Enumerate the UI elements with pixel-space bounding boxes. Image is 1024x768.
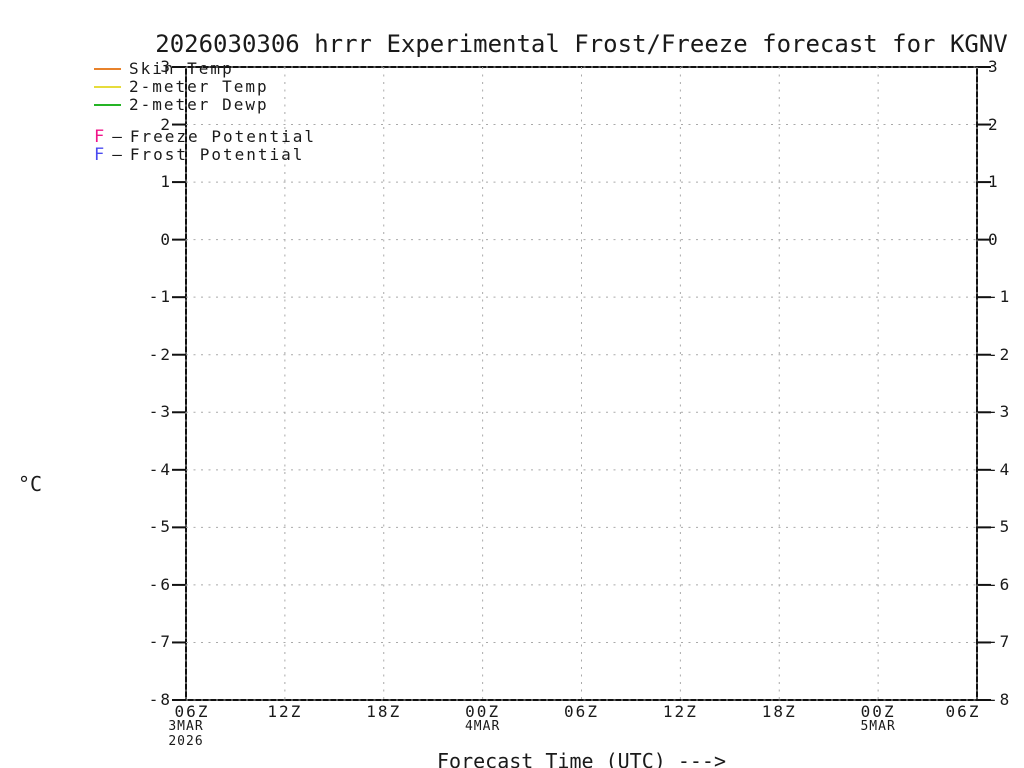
- y-axis-label-right: -3: [988, 402, 1012, 422]
- y-axis-unit-label: °C: [18, 472, 43, 496]
- x-axis-title-wrap: Forecast Time (UTC) --->: [186, 749, 977, 768]
- legend-label: Freeze Potential: [129, 127, 317, 146]
- y-axis-label-left: -4: [148, 459, 172, 479]
- x-axis-date-label: 4MAR: [464, 719, 501, 734]
- y-axis-label-left: -5: [148, 517, 172, 537]
- legend-item-skin-temp: Skin Temp: [94, 59, 234, 79]
- y-axis-label-right: -6: [988, 574, 1012, 594]
- y-axis-label-right: 0: [988, 229, 1000, 249]
- chart-title-wrap: 2026030306 hrrr Experimental Frost/Freez…: [155, 30, 1008, 58]
- y-axis-label-right: -4: [988, 459, 1012, 479]
- legend-marker-f: F: [94, 127, 105, 147]
- legend-line-swatch: [94, 86, 121, 88]
- legend-label: 2-meter Temp: [129, 77, 269, 96]
- y-axis-label-right: -1: [988, 287, 1012, 307]
- x-axis-tick-label: 06Z: [945, 702, 981, 721]
- legend-label: Skin Temp: [129, 59, 234, 78]
- y-axis-label-right: -7: [988, 632, 1012, 652]
- legend-item-2-meter-dewp: 2-meter Dewp: [94, 95, 269, 115]
- y-axis-label-left: -6: [148, 574, 172, 594]
- x-axis-tick-label: 18Z: [366, 702, 402, 721]
- y-axis-label-left: -1: [148, 287, 172, 307]
- legend-label: 2-meter Dewp: [129, 95, 269, 114]
- y-axis-label-right: -8: [988, 690, 1012, 709]
- y-axis-label-right: -5: [988, 517, 1012, 537]
- y-axis-label-left: -8: [148, 690, 172, 709]
- x-axis-tick-label: 06Z: [564, 702, 599, 721]
- x-axis-tick-label: 12Z: [662, 702, 698, 721]
- x-axis-tick-label: 06Z: [174, 702, 210, 721]
- y-axis-label-left: -7: [148, 632, 172, 652]
- x-axis-title: Forecast Time (UTC) --->: [437, 749, 726, 768]
- chart-title: 2026030306 hrrr Experimental Frost/Freez…: [155, 30, 1008, 58]
- x-axis-tick-label: 12Z: [267, 702, 303, 721]
- y-axis-label-right: 3: [988, 57, 1000, 76]
- legend-line-swatch: [94, 104, 121, 106]
- x-axis-date-label: 3MAR: [168, 719, 204, 734]
- y-axis-label-right: -2: [988, 344, 1012, 364]
- legend-item-2-meter-temp: 2-meter Temp: [94, 77, 269, 97]
- legend-line-swatch: [94, 68, 121, 70]
- legend-label: Frost Potential: [129, 145, 305, 164]
- legend-item-frost-potential: F — Frost Potential: [94, 145, 304, 165]
- y-axis-label-right: 1: [988, 172, 1000, 192]
- y-axis-label-left: 1: [160, 172, 172, 192]
- legend-dash: —: [112, 145, 122, 164]
- y-axis-label-left: 0: [160, 229, 172, 249]
- x-axis-tick-label: 00Z: [465, 702, 501, 721]
- x-axis-date-label: 5MAR: [860, 719, 896, 734]
- legend-item-freeze-potential: F — Freeze Potential: [94, 127, 316, 147]
- x-axis-tick-label: 18Z: [761, 702, 797, 721]
- y-axis-label-left: -2: [148, 344, 172, 364]
- x-axis-date-label: 2026: [168, 734, 204, 749]
- legend-marker-f: F: [94, 145, 105, 165]
- x-axis-tick-label: 00Z: [860, 702, 896, 721]
- legend-dash: —: [112, 127, 122, 146]
- y-axis-label-left: 2: [160, 114, 172, 134]
- y-axis-label-right: 2: [988, 114, 1000, 134]
- y-axis-label-left: -3: [148, 402, 172, 422]
- y-axis-label-left: 3: [160, 57, 172, 76]
